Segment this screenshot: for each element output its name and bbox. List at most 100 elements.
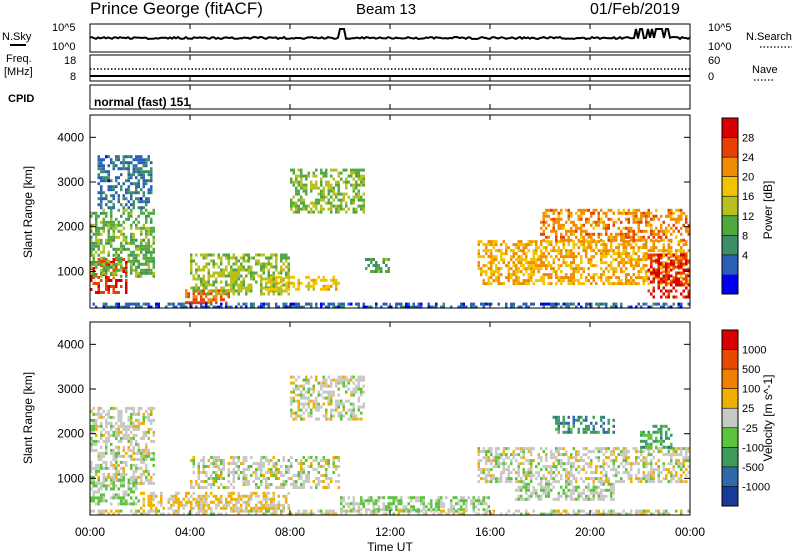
echo-cell (590, 258, 593, 262)
echo-cell (190, 302, 193, 306)
echo-cell (562, 235, 565, 239)
echo-cell (127, 418, 130, 422)
echo-cell (327, 192, 330, 196)
echo-cell (197, 286, 200, 290)
echo-cell (122, 258, 125, 261)
echo-cell (230, 256, 233, 260)
echo-cell (135, 238, 138, 242)
echo-cell (125, 273, 128, 276)
echo-cell (672, 447, 675, 451)
echo-cell (247, 497, 250, 501)
echo-cell (315, 281, 318, 285)
echo-cell (120, 436, 123, 440)
echo-cell (637, 276, 640, 280)
echo-cell (275, 302, 278, 306)
echo-cell (672, 295, 675, 299)
echo-cell (347, 378, 350, 382)
echo-cell (632, 217, 635, 221)
echo-cell (605, 243, 608, 247)
echo-cell (545, 258, 548, 262)
echo-cell (572, 270, 575, 274)
echo-cell (227, 468, 230, 471)
echo-cell (487, 255, 490, 259)
echo-cell (377, 505, 380, 509)
echo-cell (125, 203, 128, 207)
echo-cell (175, 494, 178, 498)
echo-cell (297, 393, 300, 397)
echo-cell (250, 256, 253, 260)
echo-cell (292, 204, 295, 208)
echo-cell (125, 238, 128, 242)
echo-cell (332, 278, 335, 282)
echo-cell (355, 192, 358, 196)
echo-cell (675, 217, 678, 221)
echo-cell (650, 223, 653, 227)
echo-cell (240, 283, 243, 287)
echo-cell (130, 214, 133, 218)
echo-cell (642, 462, 645, 466)
echo-cell (635, 214, 638, 218)
echo-cell (287, 506, 290, 510)
echo-cell (212, 483, 215, 486)
echo-cell (367, 496, 370, 500)
echo-cell (282, 483, 285, 486)
echo-cell (117, 223, 120, 227)
echo-cell (520, 305, 523, 309)
echo-cell (600, 276, 603, 280)
echo-cell (192, 486, 195, 489)
echo-cell (657, 465, 660, 469)
echo-cell (682, 211, 685, 215)
echo-cell (135, 466, 138, 470)
echo-cell (667, 246, 670, 250)
echo-cell (332, 168, 335, 172)
echo-cell (507, 261, 510, 265)
echo-cell (605, 302, 608, 306)
echo-cell (242, 471, 245, 474)
echo-cell (682, 264, 685, 268)
echo-cell (147, 250, 150, 254)
echo-cell (597, 302, 600, 306)
echo-cell (562, 238, 565, 242)
echo-cell (287, 459, 290, 462)
echo-cell (147, 232, 150, 236)
echo-cell (192, 456, 195, 459)
echo-cell (270, 265, 273, 269)
echo-cell (140, 491, 143, 495)
echo-cell (622, 261, 625, 265)
echo-cell (322, 402, 325, 406)
echo-cell (142, 173, 145, 177)
echo-cell (562, 302, 565, 306)
echo-cell (240, 506, 243, 510)
echo-cell (430, 505, 433, 509)
echo-cell (115, 406, 118, 410)
echo-cell (207, 483, 210, 486)
echo-cell (427, 502, 430, 506)
echo-cell (517, 246, 520, 250)
echo-cell (107, 475, 110, 479)
echo-cell (305, 378, 308, 382)
echo-cell (200, 268, 203, 272)
echo-cell (672, 465, 675, 469)
echo-cell (627, 255, 630, 259)
echo-cell (630, 235, 633, 239)
echo-cell (657, 283, 660, 287)
echo-cell (565, 477, 568, 481)
echo-cell (105, 258, 108, 261)
echo-cell (670, 283, 673, 287)
echo-cell (235, 456, 238, 459)
echo-cell (207, 298, 210, 302)
echo-cell (245, 506, 248, 510)
echo-cell (520, 255, 523, 259)
echo-cell (297, 387, 300, 391)
echo-cell (512, 255, 515, 259)
echo-cell (242, 253, 245, 257)
echo-cell (195, 497, 198, 501)
echo-cell (217, 468, 220, 471)
echo-cell (105, 268, 108, 272)
echo-cell (422, 505, 425, 509)
echo-cell (612, 282, 615, 286)
echo-cell (105, 285, 108, 288)
echo-cell (542, 217, 545, 221)
echo-cell (287, 477, 290, 480)
echo-cell (145, 208, 148, 212)
